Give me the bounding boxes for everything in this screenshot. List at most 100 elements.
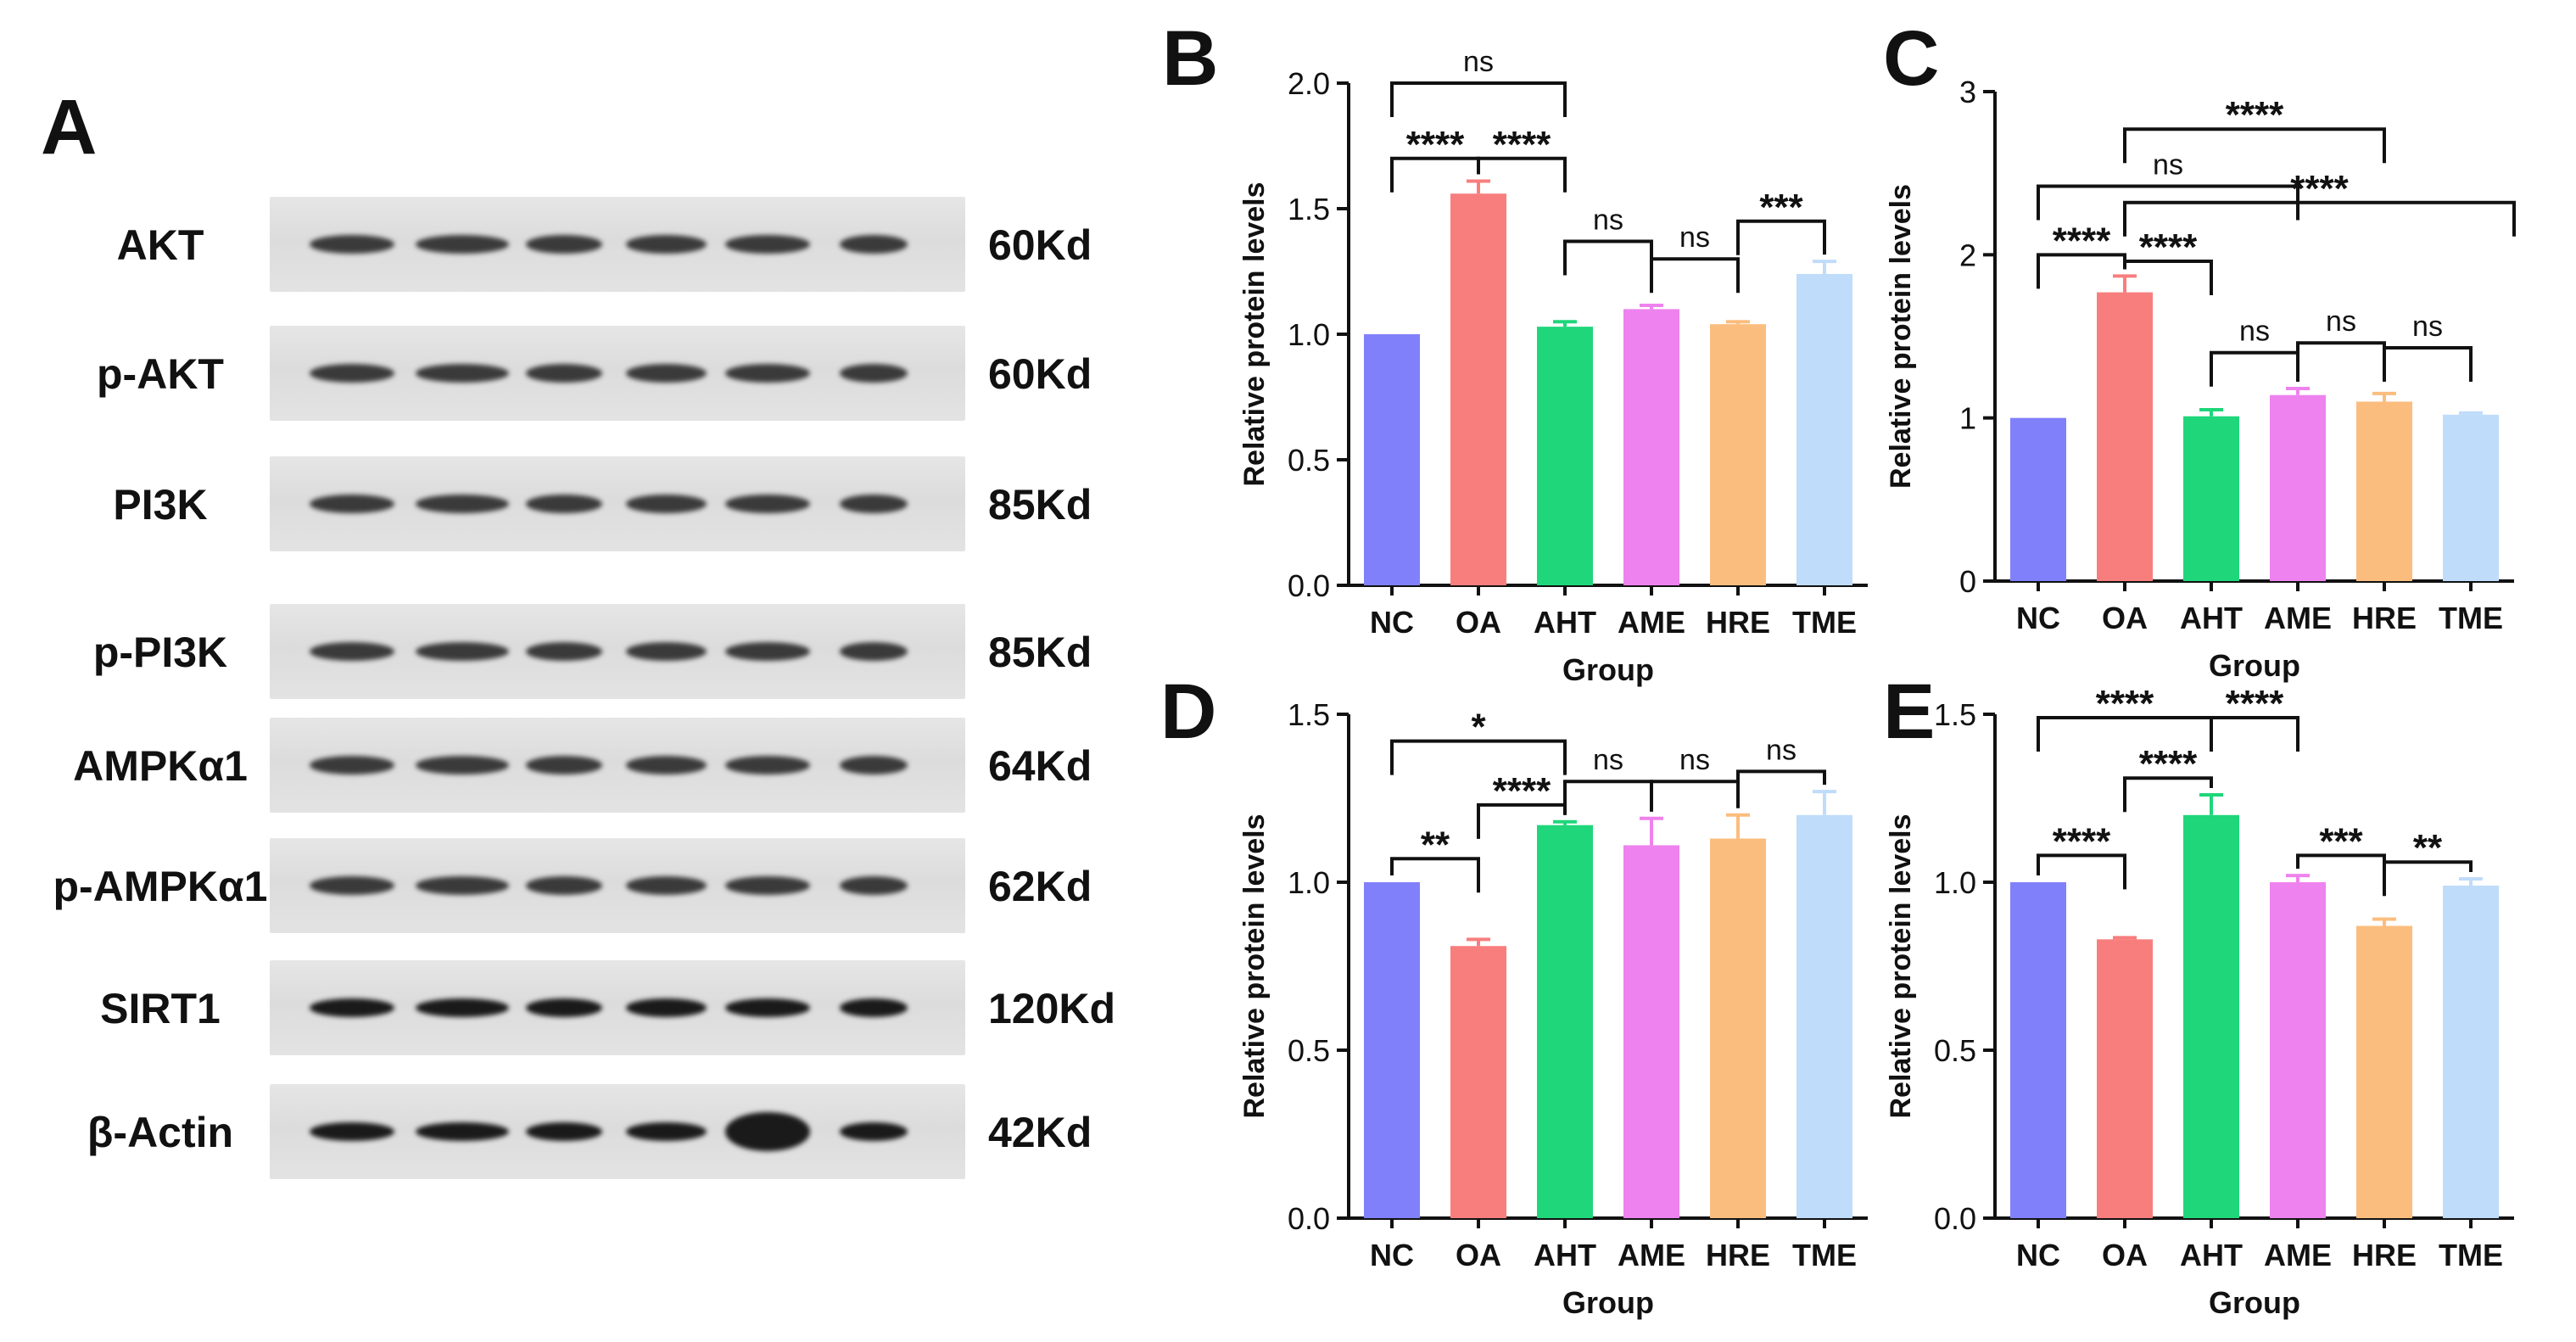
significance-bracket — [2210, 715, 2299, 752]
blot-protein-label: p-AKT — [97, 350, 224, 398]
significance-bracket — [1477, 156, 1567, 193]
chart-panel-e: E 0.0 0.5 1.0 1.5 Relative protein levels NC OA… — [1883, 668, 2514, 1320]
x-tick-label: AHT — [2180, 601, 2243, 635]
y-tick-label: 0 — [1959, 564, 1976, 599]
significance-bracket — [2383, 860, 2473, 897]
bar-hre — [1710, 324, 1766, 585]
significance-label: **** — [2290, 168, 2349, 210]
y-tick-label: 0.0 — [1288, 1201, 1330, 1236]
x-tick-label: NC — [2016, 601, 2060, 635]
y-axis-label: Relative protein levels — [1238, 814, 1271, 1118]
blot-molecular-weight: 62Kd — [988, 863, 1092, 910]
significance-bracket — [1736, 769, 1826, 806]
significance-bracket — [2383, 345, 2473, 382]
blot-band — [625, 756, 707, 774]
significance-label: ns — [1593, 204, 1623, 236]
bar-ame — [2270, 394, 2326, 581]
x-axis-label: Group — [1562, 652, 1654, 687]
blot-band — [625, 364, 707, 383]
blot-protein-label: PI3K — [113, 481, 208, 528]
significance-bracket — [1736, 219, 1826, 255]
bar-nc — [1364, 882, 1420, 1218]
x-tick-label: OA — [2102, 1238, 2148, 1272]
x-tick-label: TME — [2439, 1238, 2503, 1272]
blot-band — [310, 364, 394, 383]
blot-band — [416, 876, 509, 895]
bar-aht — [2183, 814, 2239, 1218]
significance-bracket — [2123, 776, 2213, 813]
blot-band — [725, 642, 810, 661]
x-tick-label: NC — [1370, 1238, 1414, 1272]
y-tick-label: 1 — [1959, 401, 1976, 436]
x-axis-label: Group — [1562, 1285, 1654, 1320]
y-axis-label: Relative protein levels — [1885, 814, 1917, 1118]
x-tick-label: AME — [1618, 1238, 1685, 1272]
blot-band — [310, 876, 394, 895]
panel-letter-a: A — [41, 84, 98, 171]
blot-band — [416, 1122, 509, 1141]
blot-band — [625, 495, 707, 513]
blot-band — [840, 998, 908, 1017]
blot-band — [526, 642, 602, 661]
blot-band — [625, 876, 707, 895]
x-tick-label: NC — [1370, 605, 1414, 640]
significance-label: **** — [2053, 220, 2111, 261]
blot-protein-label: SIRT1 — [100, 985, 221, 1032]
blot-protein-label: β-Actin — [87, 1109, 234, 1156]
bar-tme — [1796, 273, 1852, 585]
significance-bracket — [2296, 341, 2386, 377]
blot-band — [416, 495, 509, 513]
blot-band — [840, 495, 908, 513]
blot-band — [310, 642, 394, 661]
y-tick-label: 1.5 — [1288, 697, 1330, 732]
x-tick-label: HRE — [1706, 1238, 1770, 1272]
significance-bracket — [1650, 780, 1740, 812]
blot-molecular-weight: 60Kd — [988, 221, 1092, 269]
blot-protein-label: p-AMPKα1 — [53, 863, 268, 910]
bar-oa — [1450, 946, 1506, 1218]
significance-label: **** — [1493, 770, 1551, 812]
bar-ame — [2270, 882, 2326, 1218]
blot-protein-label: p-PI3K — [92, 629, 228, 676]
panel-letter-e: E — [1883, 668, 1935, 755]
significance-label: ns — [1766, 734, 1796, 766]
blot-band — [416, 364, 509, 383]
bar-oa — [2097, 939, 2153, 1218]
blot-molecular-weight: 85Kd — [988, 481, 1092, 528]
significance-bracket — [2037, 853, 2126, 890]
significance-label: **** — [2226, 683, 2284, 724]
x-tick-label: AHT — [2180, 1238, 2243, 1272]
blot-band — [416, 642, 509, 661]
significance-label: ns — [1593, 744, 1623, 776]
blot-band — [625, 1122, 707, 1141]
bar-nc — [1364, 334, 1420, 585]
significance-label: **** — [2053, 820, 2111, 862]
blot-band — [526, 1122, 602, 1141]
significance-label: ns — [2239, 316, 2270, 348]
blot-band — [526, 495, 602, 513]
x-tick-label: TME — [1792, 1238, 1857, 1272]
bar-oa — [2097, 292, 2153, 581]
blot-band — [725, 876, 810, 895]
significance-bracket — [2123, 127, 2386, 164]
significance-bracket — [1390, 857, 1480, 893]
y-tick-label: 2 — [1959, 238, 1976, 272]
bar-hre — [2356, 401, 2412, 581]
blot-band — [526, 235, 602, 254]
y-tick-label: 1.0 — [1934, 865, 1976, 900]
significance-bracket — [2123, 200, 2516, 237]
significance-label: *** — [1759, 187, 1803, 228]
significance-label: **** — [2139, 226, 2198, 268]
x-tick-label: TME — [1792, 605, 1857, 640]
western-blot-panel: A AKT 60Kd p-AKT 60Kd PI3K 85Kd p-PI3K 85Kd AMPK… — [0, 0, 1187, 1342]
bar-aht — [1537, 825, 1593, 1218]
x-tick-label: TME — [2439, 601, 2503, 635]
significance-label: **** — [2139, 743, 2198, 785]
blot-band — [310, 998, 394, 1017]
bar-nc — [2010, 417, 2066, 581]
y-tick-label: 0.0 — [1288, 568, 1330, 603]
significance-bracket — [1563, 239, 1653, 276]
bar-hre — [1710, 838, 1766, 1218]
x-axis-label: Group — [2209, 1285, 2300, 1320]
blot-protein-label: AKT — [116, 221, 204, 269]
